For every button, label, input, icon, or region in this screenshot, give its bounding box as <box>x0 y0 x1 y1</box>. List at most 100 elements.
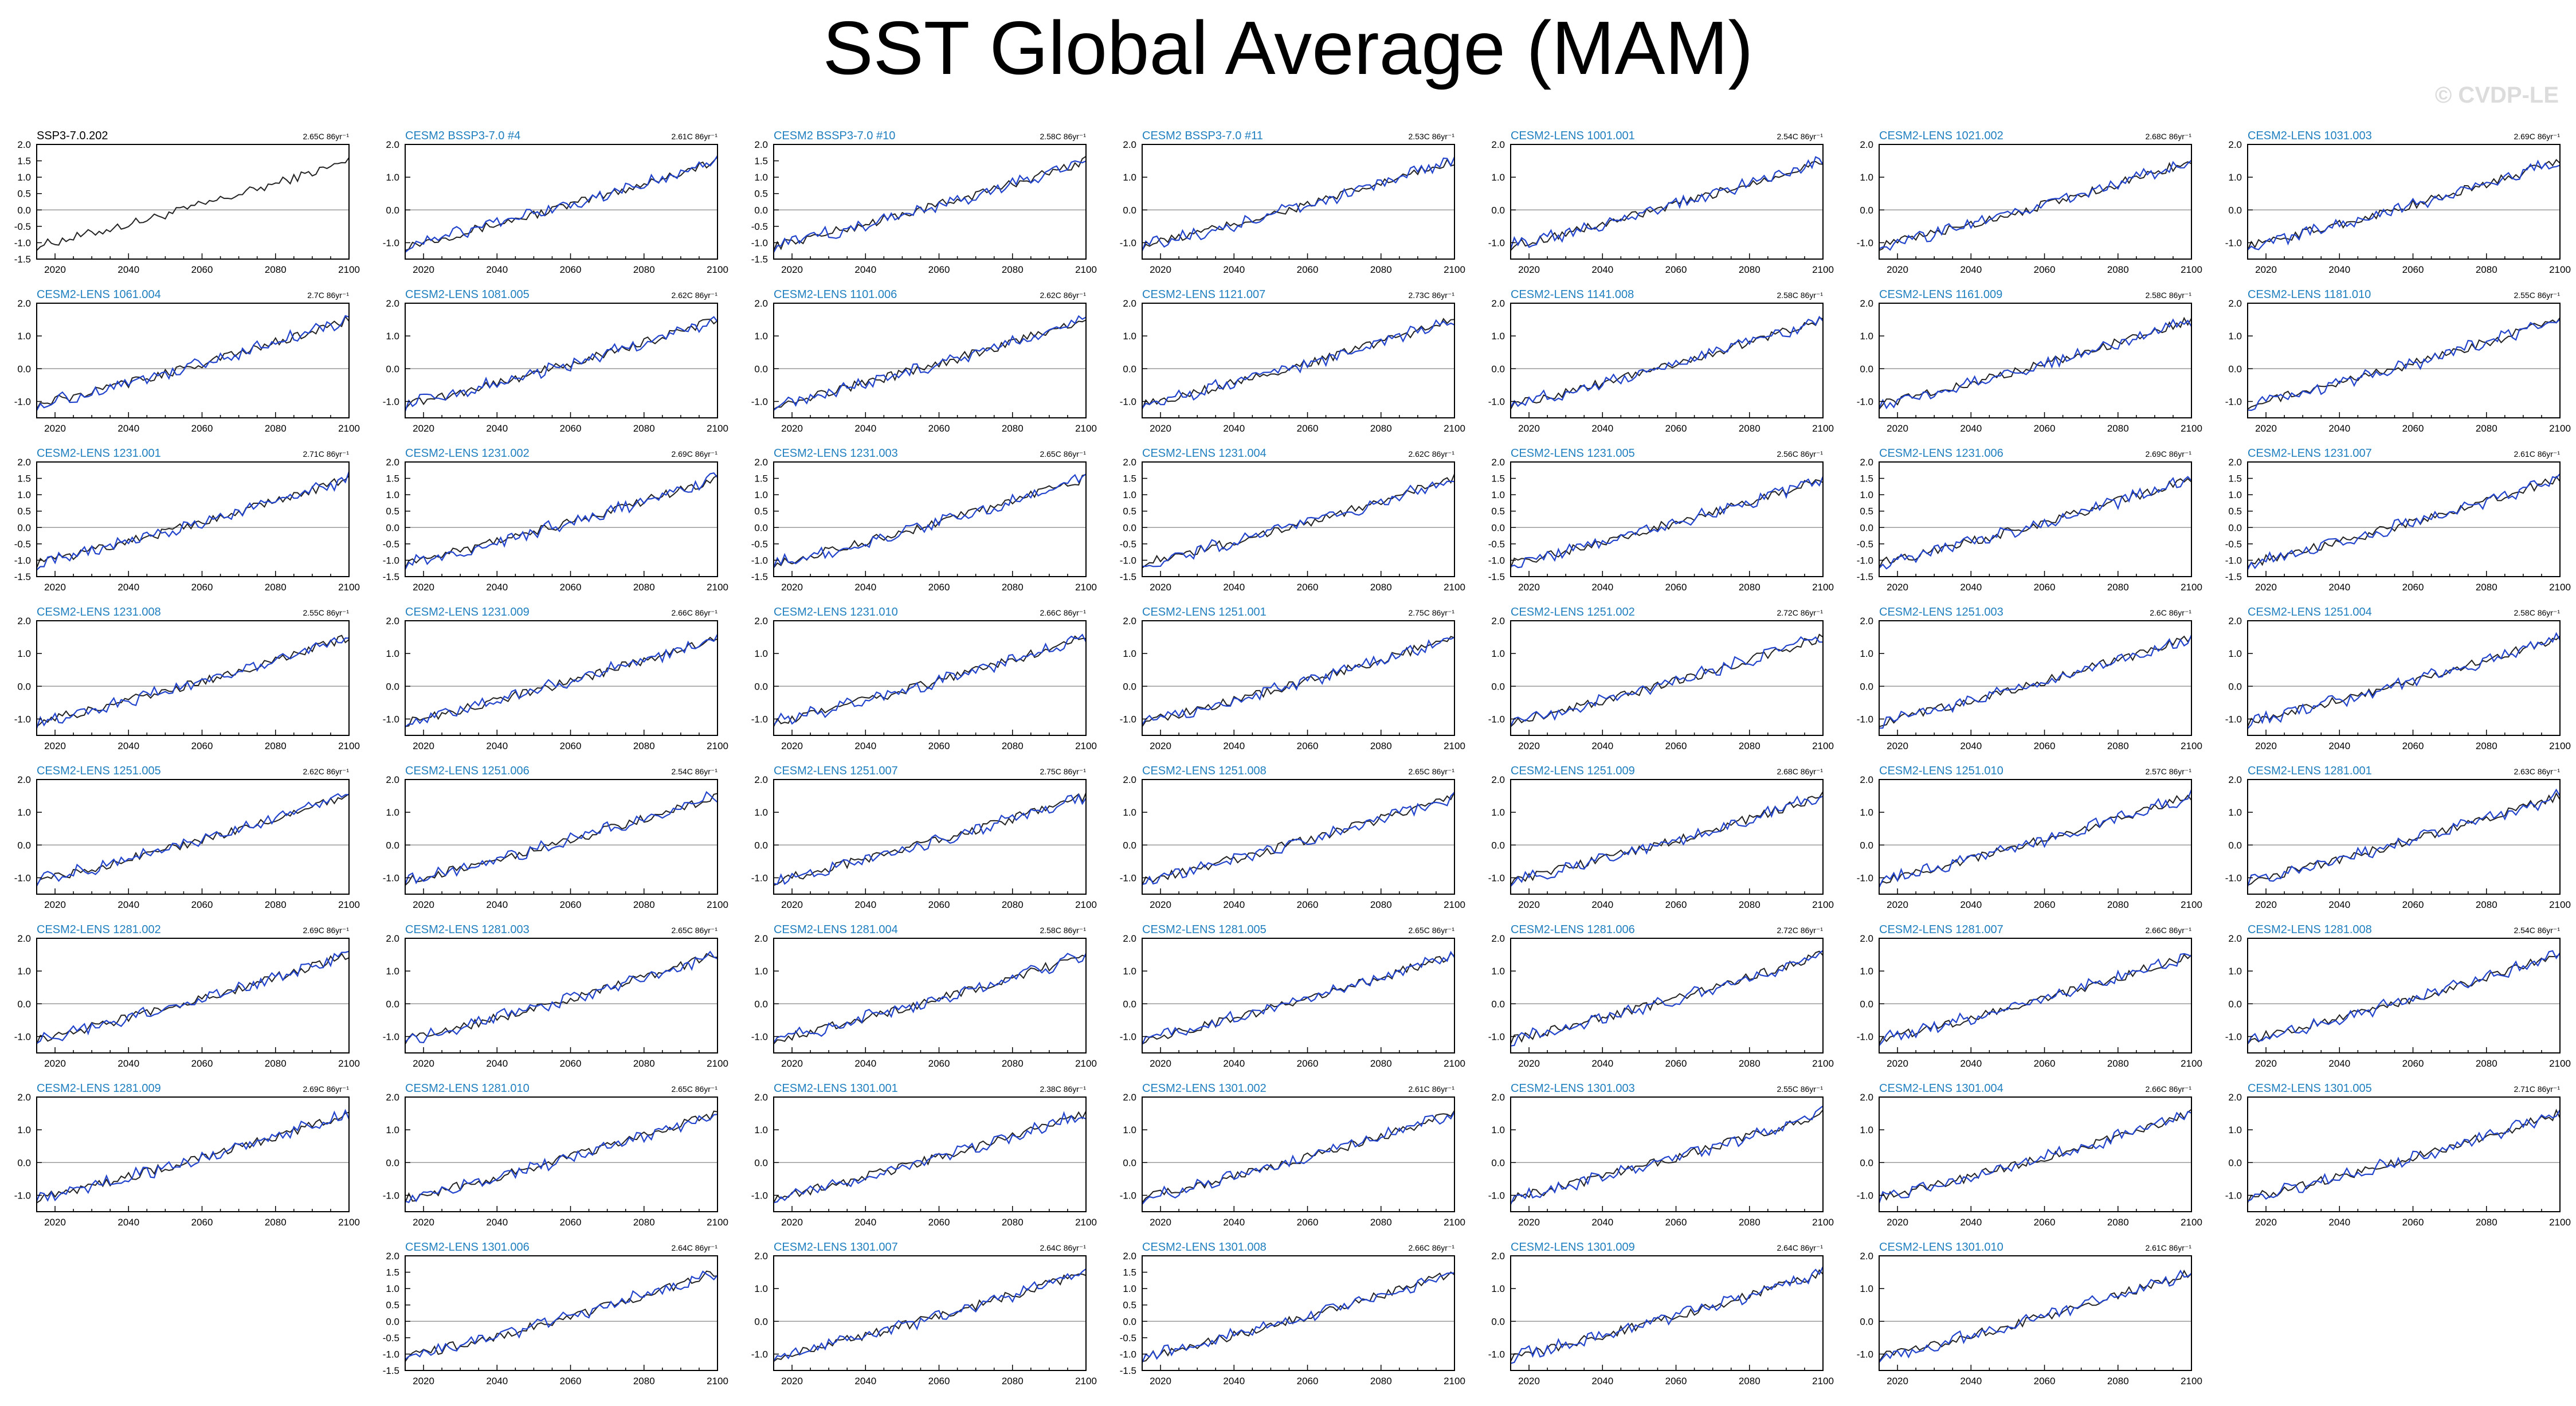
panel-13: CESM2-LENS 1161.009 2.58C 86yr⁻¹ 2020 2040 2… <box>1857 288 2202 434</box>
x-tick-label: 2040 <box>2328 582 2350 593</box>
series-line-member <box>1879 1269 2192 1363</box>
series-line-member <box>1509 1105 1824 1205</box>
x-tick-label: 2080 <box>2107 741 2129 751</box>
series-line-observed <box>1879 794 2192 886</box>
y-tick-label: 0.0 <box>17 205 31 216</box>
panel-24: CESM2-LENS 1231.010 2.66C 86yr⁻¹ 2020 2040 2… <box>751 606 1097 751</box>
panel-trend: 2.65C 86yr⁻¹ <box>1408 926 1454 935</box>
y-tick-label: -1.0 <box>1120 1190 1136 1201</box>
series-line-observed <box>773 1273 1087 1362</box>
panel-trend: 2.75C 86yr⁻¹ <box>1408 608 1454 617</box>
panel-title: CESM2-LENS 1231.008 <box>37 606 161 618</box>
x-tick-label: 2100 <box>1812 1217 1834 1228</box>
plot-frame <box>405 1096 718 1212</box>
panel-trend: 2.61C 86yr⁻¹ <box>2514 449 2560 459</box>
x-tick-label: 2080 <box>1739 264 1761 275</box>
y-tick-label: 0.0 <box>2228 522 2242 533</box>
panel-1: SSP3-7.0.202 2.65C 86yr⁻¹ 2020 2040 2060 2080… <box>14 130 360 275</box>
series-line-observed <box>773 474 1087 569</box>
series-line-member <box>2247 1109 2561 1202</box>
x-tick-label: 2060 <box>191 582 213 593</box>
x-tick-label: 2100 <box>1444 899 1465 910</box>
y-tick-label: 0.0 <box>1123 363 1136 374</box>
x-tick-label: 2040 <box>1591 741 1613 751</box>
x-tick-label: 2060 <box>560 1217 582 1228</box>
plot-frame <box>773 1096 1087 1212</box>
x-tick-label: 2020 <box>781 1376 803 1387</box>
y-tick-label: -1.0 <box>14 237 31 248</box>
panel-18: CESM2-LENS 1231.004 2.62C 86yr⁻¹ 2020 2040 2… <box>1120 447 1465 593</box>
panel-trend: 2.64C 86yr⁻¹ <box>671 1243 717 1252</box>
y-tick-label: 2.0 <box>754 298 768 309</box>
panel-title: SSP3-7.0.202 <box>37 130 108 142</box>
y-tick-label: 2.0 <box>17 298 31 309</box>
x-tick-label: 2060 <box>1665 1058 1687 1069</box>
y-tick-label: 1.0 <box>2228 331 2242 342</box>
y-tick-label: 0.0 <box>1860 840 1873 851</box>
y-tick-label: 0.0 <box>17 998 31 1009</box>
plot-frame <box>1879 303 2192 418</box>
panel-11: CESM2-LENS 1121.007 2.73C 86yr⁻¹ 2020 2040 2… <box>1120 288 1465 434</box>
x-tick-label: 2100 <box>1812 264 1834 275</box>
x-tick-label: 2100 <box>2181 1058 2202 1069</box>
y-tick-label: -1.5 <box>1120 1365 1136 1376</box>
series-line-observed <box>1142 158 1455 251</box>
series-line-member <box>773 793 1087 886</box>
y-tick-label: 2.0 <box>2228 298 2242 309</box>
panel-trend: 2.55C 86yr⁻¹ <box>303 608 349 617</box>
y-tick-label: 0.0 <box>1860 363 1873 374</box>
panel-trend: 2.6C 86yr⁻¹ <box>2150 608 2191 617</box>
y-tick-label: 2.0 <box>1860 933 1873 944</box>
x-tick-label: 2060 <box>191 899 213 910</box>
panel-trend: 2.65C 86yr⁻¹ <box>303 132 349 141</box>
x-tick-label: 2080 <box>2476 741 2497 751</box>
y-tick-label: 2.0 <box>1860 457 1873 468</box>
panel-title: CESM2 BSSP3-7.0 #11 <box>1142 130 1263 142</box>
x-tick-label: 2020 <box>1150 1058 1171 1069</box>
x-tick-label: 2020 <box>1518 899 1540 910</box>
panel-title: CESM2-LENS 1231.004 <box>1142 447 1267 460</box>
y-tick-label: 0.0 <box>1491 363 1505 374</box>
series-line-member <box>1879 318 2192 410</box>
y-tick-label: 2.0 <box>754 1251 768 1262</box>
x-tick-label: 2080 <box>265 741 287 751</box>
y-tick-label: 0.0 <box>2228 840 2242 851</box>
y-tick-label: 0.5 <box>1123 506 1136 517</box>
x-tick-label: 2080 <box>633 1376 655 1387</box>
y-tick-label: 1.0 <box>386 489 399 500</box>
x-tick-label: 2020 <box>413 1058 434 1069</box>
y-tick-label: -1.5 <box>1857 571 1873 582</box>
panel-26: CESM2-LENS 1251.002 2.72C 86yr⁻¹ 2020 2040 2… <box>1488 606 1834 751</box>
y-tick-label: 0.0 <box>1860 998 1873 1009</box>
x-tick-label: 2020 <box>781 1058 803 1069</box>
panel-48: CESM2-LENS 1301.004 2.66C 86yr⁻¹ 2020 2040 2… <box>1857 1082 2202 1228</box>
x-tick-label: 2060 <box>1297 264 1319 275</box>
y-tick-label: 1.5 <box>1860 473 1873 484</box>
x-tick-label: 2080 <box>265 264 287 275</box>
x-tick-label: 2060 <box>2034 741 2056 751</box>
panel-title: CESM2-LENS 1301.008 <box>1142 1241 1267 1254</box>
plot-frame <box>2247 938 2561 1053</box>
y-tick-label: 0.5 <box>17 189 31 199</box>
series-line-member <box>405 633 718 727</box>
series-line-observed <box>405 1270 718 1362</box>
x-tick-label: 2020 <box>1887 264 1908 275</box>
x-tick-label: 2060 <box>2402 423 2424 434</box>
x-tick-label: 2080 <box>265 582 287 593</box>
x-tick-label: 2100 <box>1075 1058 1097 1069</box>
panel-trend: 2.58C 86yr⁻¹ <box>1040 926 1086 935</box>
panel-title: CESM2-LENS 1031.003 <box>2248 130 2372 142</box>
y-tick-label: 0.5 <box>1491 506 1505 517</box>
y-tick-label: 0.0 <box>1123 681 1136 692</box>
x-tick-label: 2040 <box>1591 1376 1613 1387</box>
panel-trend: 2.65C 86yr⁻¹ <box>1408 767 1454 776</box>
y-tick-label: 0.0 <box>386 205 399 216</box>
x-tick-label: 2100 <box>707 741 728 751</box>
series-line-member <box>1510 795 1824 887</box>
y-tick-label: -1.5 <box>383 1365 399 1376</box>
y-tick-label: 2.0 <box>1491 1092 1505 1103</box>
y-tick-label: 0.0 <box>1491 522 1505 533</box>
panel-14: CESM2-LENS 1181.010 2.55C 86yr⁻¹ 2020 2040 2… <box>2225 288 2571 434</box>
x-tick-label: 2100 <box>707 1376 728 1387</box>
x-tick-label: 2020 <box>1518 582 1540 593</box>
